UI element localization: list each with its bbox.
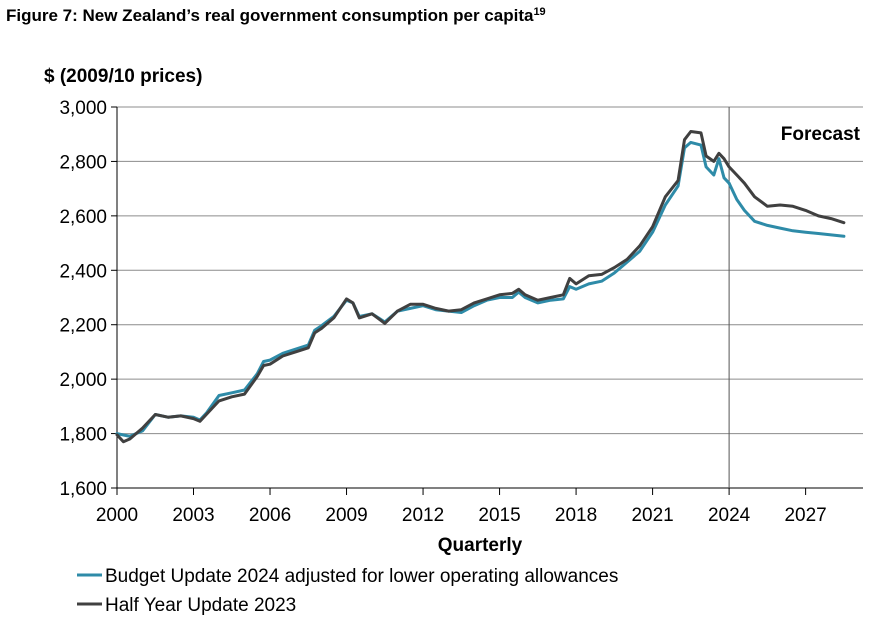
legend: Budget Update 2024 adjusted for lower op… (77, 566, 618, 616)
y-tick-label-1800: 1,800 (59, 425, 107, 446)
x-tick-label-2012: 2012 (402, 505, 444, 526)
x-tick-label-2021: 2021 (631, 505, 673, 526)
x-tick-label-2024: 2024 (708, 505, 751, 526)
forecast-label: Forecast (781, 124, 861, 145)
y-axis-label: $ (2009/10 prices) (44, 66, 202, 87)
x-tick-label-2018: 2018 (555, 505, 597, 526)
x-tick-label-2000: 2000 (96, 505, 138, 526)
x-axis-label: Quarterly (438, 535, 523, 556)
legend-label-1: Half Year Update 2023 (105, 595, 296, 616)
x-tick-label-2003: 2003 (172, 505, 214, 526)
y-tick-label-2200: 2,200 (59, 316, 107, 337)
y-tick-label-2600: 2,600 (59, 207, 107, 228)
figure-title: Figure 7: New Zealand’s real government … (6, 6, 546, 26)
x-tick-label-2015: 2015 (478, 505, 520, 526)
y-tick-label-3000: 3,000 (59, 98, 107, 119)
y-tick-label-2800: 2,800 (59, 152, 107, 173)
series-line-half-year-update-2023 (115, 130, 846, 444)
series-line-budget-update-2024 (115, 140, 846, 438)
figure-title-text: Figure 7: New Zealand’s real government … (6, 6, 534, 25)
y-tick-label-2000: 2,000 (59, 370, 107, 391)
series-lines (115, 130, 846, 444)
y-tick-label-2400: 2,400 (59, 261, 107, 282)
x-tick-label-2006: 2006 (249, 505, 291, 526)
x-tick-label-2009: 2009 (325, 505, 367, 526)
x-tick-label-2027: 2027 (784, 505, 826, 526)
y-axis: 1,600 1,800 2,000 2,200 2,400 2,600 2,800 3,000 (59, 98, 118, 500)
x-axis: 2000 2003 2006 2009 2012 2015 2018 2021 2024 2027 (96, 487, 863, 526)
footnote-ref: 19 (533, 6, 546, 18)
y-tick-label-1600: 1,600 (59, 479, 107, 500)
legend-label-0: Budget Update 2024 adjusted for lower op… (105, 566, 618, 587)
